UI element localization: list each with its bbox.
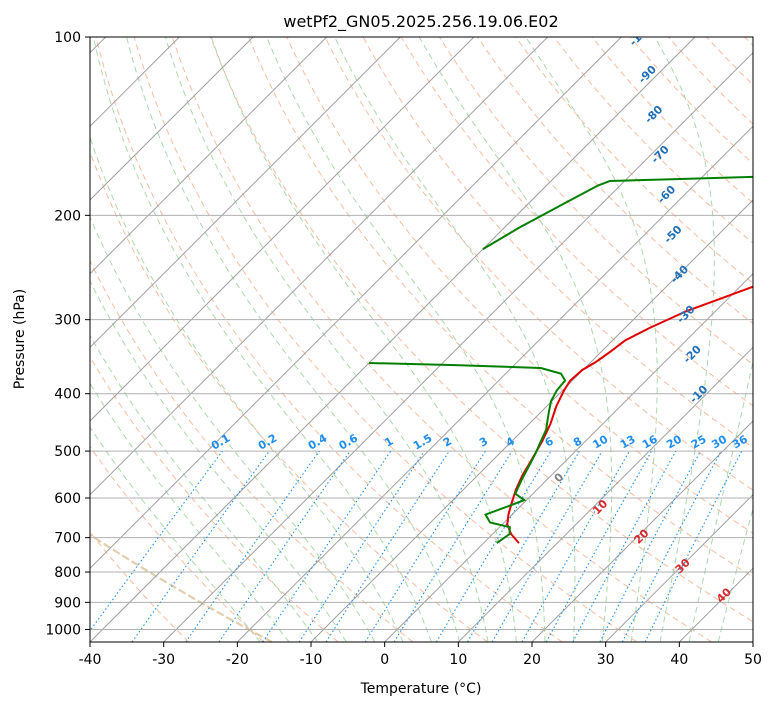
- x-tick-label: 40: [670, 652, 688, 668]
- y-tick-label: 400: [54, 387, 81, 403]
- x-tick-label: 30: [597, 652, 615, 668]
- x-tick-label: 10: [449, 652, 467, 668]
- x-axis-label: Temperature (°C): [360, 681, 482, 697]
- x-tick-label: -40: [79, 652, 102, 668]
- x-tick-label: 20: [523, 652, 541, 668]
- y-tick-label: 1000: [45, 622, 81, 638]
- y-tick-label: 500: [54, 444, 81, 460]
- y-tick-label: 200: [54, 208, 81, 224]
- chart-title: wetPf2_GN05.2025.256.19.06.E02: [283, 12, 558, 32]
- x-tick-label: -30: [152, 652, 175, 668]
- x-tick-label: 0: [380, 652, 389, 668]
- y-axis-label: Pressure (hPa): [12, 289, 28, 389]
- y-tick-label: 600: [54, 491, 81, 507]
- x-tick-label: -10: [300, 652, 323, 668]
- y-tick-label: 800: [54, 565, 81, 581]
- x-tick-label: -20: [226, 652, 249, 668]
- y-tick-label: 300: [54, 313, 81, 329]
- y-tick-label: 100: [54, 30, 81, 46]
- y-tick-label: 900: [54, 595, 81, 611]
- x-tick-label: 50: [744, 652, 762, 668]
- y-tick-label: 700: [54, 531, 81, 547]
